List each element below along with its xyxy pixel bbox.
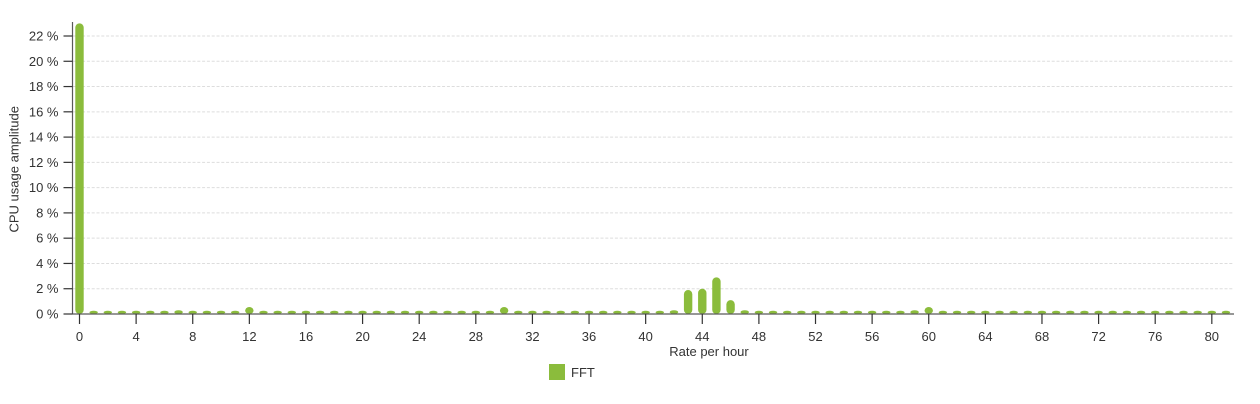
svg-text:18 %: 18 % — [29, 79, 59, 94]
svg-text:16: 16 — [299, 329, 313, 344]
svg-text:6 %: 6 % — [36, 231, 59, 246]
svg-text:56: 56 — [865, 329, 879, 344]
svg-text:8 %: 8 % — [36, 205, 59, 220]
svg-text:80: 80 — [1205, 329, 1219, 344]
svg-text:8: 8 — [189, 329, 196, 344]
svg-text:76: 76 — [1148, 329, 1162, 344]
svg-text:0: 0 — [76, 329, 83, 344]
svg-text:0 %: 0 % — [36, 307, 59, 322]
svg-text:72: 72 — [1091, 329, 1105, 344]
svg-text:64: 64 — [978, 329, 992, 344]
svg-text:4: 4 — [133, 329, 140, 344]
svg-text:4 %: 4 % — [36, 256, 59, 271]
svg-text:20: 20 — [355, 329, 369, 344]
svg-text:40: 40 — [638, 329, 652, 344]
svg-text:2 %: 2 % — [36, 281, 59, 296]
svg-text:32: 32 — [525, 329, 539, 344]
svg-text:68: 68 — [1035, 329, 1049, 344]
svg-text:20 %: 20 % — [29, 54, 59, 69]
svg-text:60: 60 — [922, 329, 936, 344]
svg-text:44: 44 — [695, 329, 709, 344]
svg-text:48: 48 — [752, 329, 766, 344]
svg-text:16 %: 16 % — [29, 104, 59, 119]
svg-text:28: 28 — [469, 329, 483, 344]
svg-text:14 %: 14 % — [29, 130, 59, 145]
svg-text:12: 12 — [242, 329, 256, 344]
svg-text:36: 36 — [582, 329, 596, 344]
svg-text:22 %: 22 % — [29, 29, 59, 44]
svg-text:24: 24 — [412, 329, 426, 344]
svg-text:52: 52 — [808, 329, 822, 344]
svg-text:10 %: 10 % — [29, 180, 59, 195]
svg-text:12 %: 12 % — [29, 155, 59, 170]
